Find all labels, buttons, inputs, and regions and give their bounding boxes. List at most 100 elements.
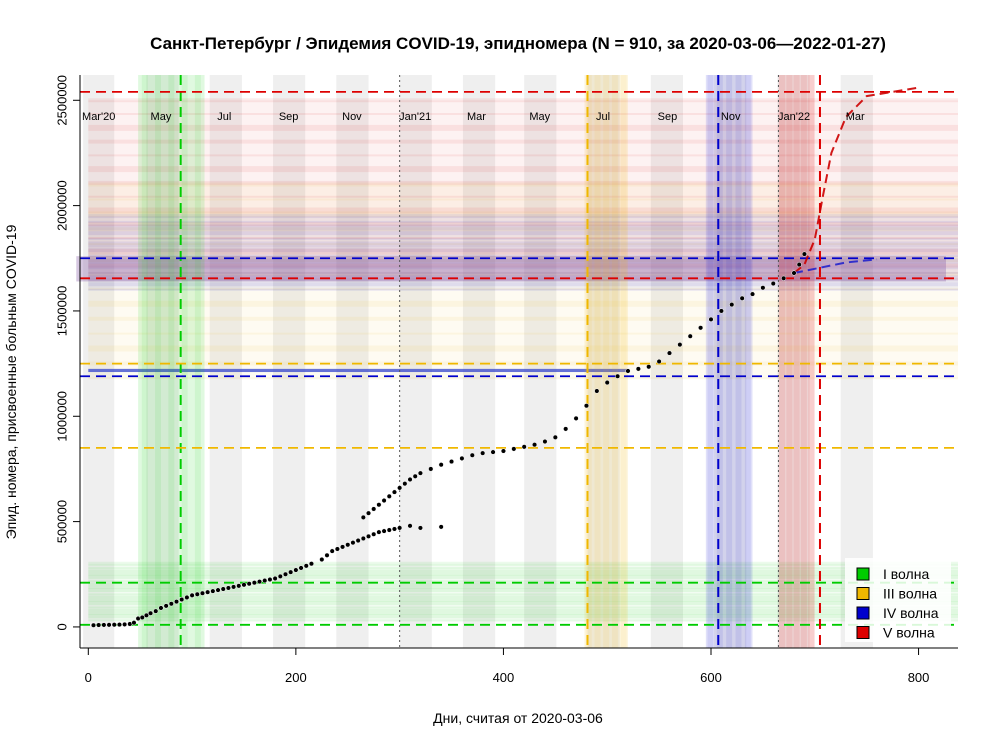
data-point <box>371 506 377 512</box>
data-point <box>262 578 268 584</box>
x-tick-label: 200 <box>285 670 307 685</box>
y-axis-label: Эпид. номера, присвоенные больным COVID-… <box>3 224 19 539</box>
legend-label: V волна <box>883 625 935 641</box>
data-point <box>308 561 314 567</box>
month-label: Nov <box>342 111 362 123</box>
data-point <box>293 567 299 573</box>
data-point <box>241 582 247 588</box>
wave-vertical-trace <box>168 75 175 648</box>
month-label: Mar <box>846 111 865 123</box>
data-point <box>532 442 538 448</box>
data-point <box>127 621 133 627</box>
wave-vertical-trace <box>585 75 592 648</box>
data-point <box>225 585 231 591</box>
data-point <box>687 333 693 339</box>
data-point <box>666 350 673 356</box>
wave-vertical-trace <box>800 75 807 648</box>
data-point <box>407 476 413 483</box>
y-tick-label: 500000 <box>54 500 69 543</box>
wave-vertical-band <box>778 75 815 648</box>
data-point <box>168 601 174 607</box>
legend-label: IV волна <box>883 605 939 621</box>
x-tick-label: 400 <box>493 670 515 685</box>
data-point <box>179 596 185 603</box>
data-point <box>625 368 631 374</box>
data-point <box>542 439 548 445</box>
month-label: Nov <box>721 111 741 123</box>
y-tick-label: 2000000 <box>54 180 69 231</box>
data-point <box>708 316 714 322</box>
wave-vertical-trace <box>793 75 800 648</box>
month-band <box>650 75 683 648</box>
data-point <box>340 544 346 550</box>
month-band <box>462 75 496 648</box>
x-axis-label: Дни, считая от 2020-03-06 <box>433 710 603 726</box>
data-point <box>552 434 558 440</box>
data-point <box>381 497 387 504</box>
data-point <box>194 591 200 597</box>
data-point <box>298 565 304 571</box>
data-point <box>801 251 807 257</box>
month-band <box>83 75 115 648</box>
data-point <box>615 373 621 379</box>
data-point <box>511 446 517 452</box>
data-point <box>500 448 506 454</box>
wave-vertical-trace <box>744 75 751 648</box>
month-band <box>777 75 810 648</box>
data-point <box>215 587 221 593</box>
data-point <box>448 459 455 465</box>
x-tick-label: 800 <box>908 670 930 685</box>
data-point <box>480 450 486 456</box>
data-point <box>272 575 278 582</box>
data-point <box>397 525 403 531</box>
data-point <box>376 529 382 535</box>
data-point <box>521 444 527 450</box>
data-point <box>417 470 423 476</box>
data-point <box>303 563 309 569</box>
data-point <box>428 466 434 472</box>
data-point <box>251 580 257 586</box>
data-point <box>139 614 145 621</box>
data-point <box>116 622 122 628</box>
data-point <box>189 592 195 598</box>
data-point <box>459 455 465 461</box>
wave-vertical-trace <box>726 75 733 648</box>
data-point <box>718 308 724 314</box>
data-point <box>324 552 330 558</box>
wave-vertical-band <box>584 75 628 648</box>
data-point <box>282 571 289 577</box>
data-point <box>350 540 356 546</box>
data-point <box>781 275 787 281</box>
month-labels: Mar'20 May Jul Sep Nov Jan'21 Mar May Jul Sep Nov J… <box>82 111 865 123</box>
data-point <box>381 528 387 534</box>
data-point <box>122 621 128 627</box>
wave-horizontal-band <box>88 100 958 280</box>
data-point <box>391 489 398 495</box>
data-point <box>796 262 802 268</box>
wave-vertical-trace <box>611 75 618 648</box>
data-point <box>360 514 366 520</box>
data-point <box>101 622 107 628</box>
data-point <box>407 523 413 529</box>
data-point <box>148 610 154 616</box>
chart-title: Санкт-Петербург / Эпидемия COVID-19, эпи… <box>150 34 886 53</box>
data-point <box>143 612 149 618</box>
y-tick-label: 0 <box>54 623 69 630</box>
y-tick-label: 1500000 <box>54 286 69 337</box>
wave-vertical-trace <box>707 75 714 648</box>
wave-vertical-trace <box>155 75 162 648</box>
wave-vertical-trace <box>620 75 627 648</box>
month-band <box>587 75 620 648</box>
data-point <box>438 524 444 530</box>
wave-vertical-trace <box>603 75 610 648</box>
y-tick-label: 2500000 <box>54 75 69 126</box>
wave-v-projection <box>793 86 919 274</box>
data-point <box>604 380 610 386</box>
data-point <box>205 589 211 595</box>
wave-vertical-trace <box>141 75 148 648</box>
data-point <box>749 291 756 297</box>
data-point <box>355 538 361 544</box>
wave-iv-baseline <box>88 368 628 373</box>
data-point <box>184 594 190 600</box>
